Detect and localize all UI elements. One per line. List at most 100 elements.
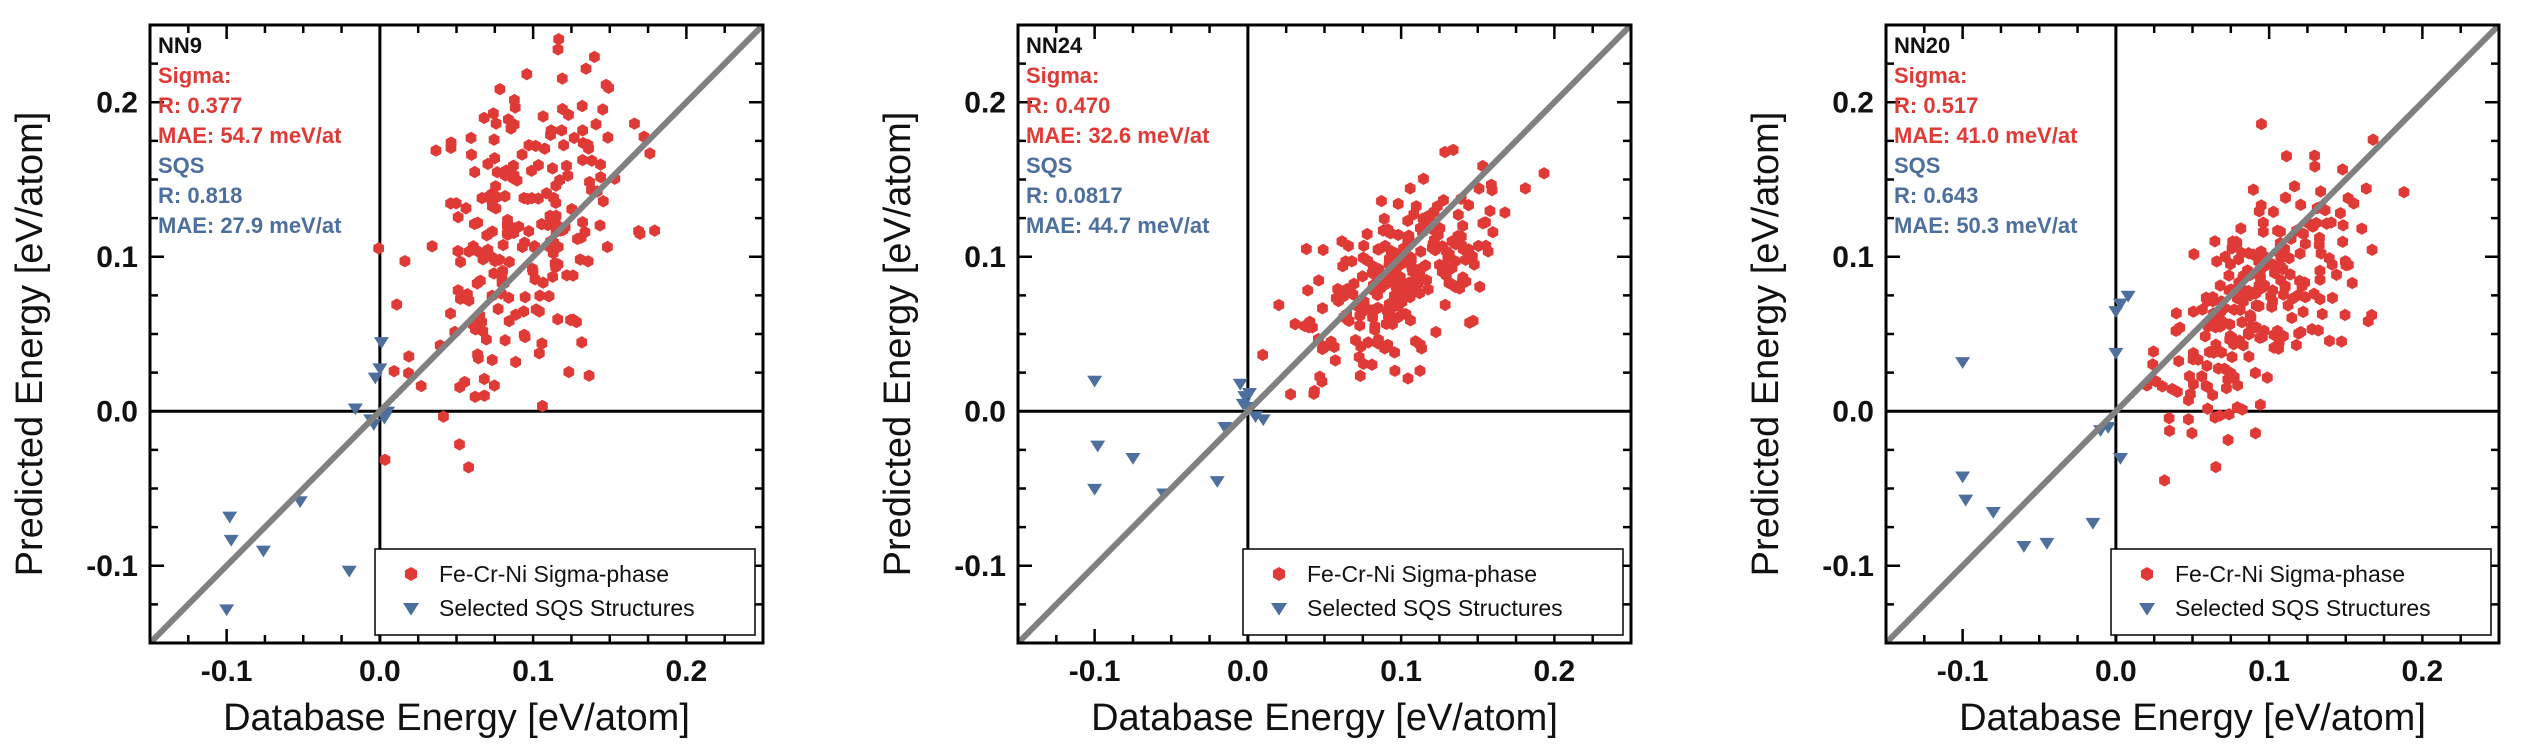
sigma-phase-point	[2297, 305, 2309, 319]
sqs-structure-point	[2016, 541, 2032, 553]
sigma-phase-point	[2336, 335, 2347, 348]
sqs-structure-point	[223, 534, 239, 547]
sigma-phase-point	[2300, 237, 2311, 250]
sigma-phase-point	[2295, 325, 2307, 339]
sigma-phase-point	[2186, 426, 2198, 440]
y-tick-label: -0.1	[86, 550, 138, 583]
sigma-phase-point	[2211, 255, 2223, 268]
sigma-phase-point	[547, 162, 558, 175]
sqs-structure-point	[341, 565, 357, 578]
legend: Fe-Cr-Ni Sigma-phase Selected SQS Structu…	[2110, 548, 2492, 636]
sigma-phase-point	[1257, 348, 1269, 362]
sigma-phase-point	[2360, 182, 2372, 195]
sigma-phase-point	[2337, 219, 2349, 232]
sigma-phase-point	[2201, 359, 2213, 373]
legend-box	[2110, 548, 2492, 636]
sigma-phase-point	[2356, 222, 2368, 235]
y-axis-title: Predicted Energy [eV/atom]	[877, 112, 919, 577]
sigma-phase-point	[2314, 264, 2326, 278]
sigma-phase-point	[2235, 222, 2247, 235]
sigma-phase-point	[1452, 229, 1464, 243]
stats-annotation: Sigma:	[1026, 63, 1099, 88]
sqs-structure-point	[367, 372, 383, 385]
sigma-phase-point	[508, 159, 519, 172]
sqs-structure-point	[255, 545, 271, 558]
sigma-phase-point	[2226, 350, 2238, 364]
sigma-phase-point	[2185, 387, 2196, 401]
sigma-phase-point	[463, 294, 475, 307]
sigma-phase-point	[2314, 273, 2326, 286]
sigma-phase-point	[480, 333, 492, 346]
sigma-phase-point	[2223, 408, 2235, 421]
sqs-structure-point	[373, 337, 389, 349]
sigma-phase-point	[1427, 237, 1439, 251]
x-tick-label: 0.2	[1534, 655, 1576, 688]
sigma-phase-point	[1434, 222, 1446, 235]
sqs-structure-point	[2085, 517, 2101, 530]
sigma-phase-point	[1482, 245, 1494, 258]
sigma-phase-point	[482, 247, 494, 260]
sigma-phase-point	[1285, 388, 1296, 401]
sigma-phase-point	[2210, 460, 2222, 474]
sqs-structure-point	[1958, 494, 1974, 507]
sigma-phase-point	[2188, 377, 2199, 391]
sigma-phase-point	[463, 461, 474, 474]
sigma-phase-point	[1487, 226, 1499, 239]
legend-marker-sigma	[1272, 567, 1286, 581]
sigma-phase-point	[430, 144, 442, 157]
sigma-phase-point	[533, 347, 545, 360]
sigma-phase-point	[2296, 279, 2308, 293]
panel-label: NN20	[1894, 33, 1950, 58]
sigma-phase-point	[1424, 210, 1436, 223]
sqs-structure-point	[1087, 375, 1103, 388]
sigma-phase-point	[583, 369, 595, 382]
sigma-phase-point	[1329, 354, 1341, 367]
sigma-phase-point	[2348, 197, 2360, 210]
chart-panel-1: -0.1 0.0 0.1 0.2 -0.1 0.0 0.1 0.2 Database Energ…	[9, 23, 765, 739]
legend-marker-sigma	[404, 567, 418, 581]
sigma-phase-point	[2267, 294, 2278, 308]
sigma-phase-point	[2223, 269, 2235, 282]
sigma-phase-point	[2279, 281, 2291, 294]
sigma-phase-point	[586, 154, 598, 167]
sigma-phase-point	[474, 274, 486, 287]
sigma-phase-point	[469, 390, 481, 404]
sigma-phase-point	[561, 269, 573, 282]
sigma-phase-point	[2187, 353, 2199, 366]
sigma-phase-point	[379, 453, 391, 466]
legend-marker-sigma	[2140, 567, 2154, 581]
y-tick-label: 0.2	[1832, 86, 1874, 119]
sigma-phase-point	[649, 224, 660, 237]
sigma-phase-point	[1273, 298, 1285, 312]
sigma-phase-point	[490, 117, 502, 130]
stats-annotation: MAE: 54.7 meV/at	[158, 123, 342, 148]
sigma-phase-point	[2315, 247, 2327, 260]
sigma-phase-point	[503, 314, 515, 328]
sigma-phase-point	[1473, 239, 1484, 253]
sigma-phase-point	[579, 225, 591, 239]
legend-box	[374, 548, 756, 636]
sigma-phase-point	[1538, 167, 1550, 180]
stats-annotation: R: 0.517	[1894, 93, 1978, 118]
sigma-phase-point	[582, 255, 594, 268]
sigma-phase-point	[590, 118, 602, 131]
sigma-phase-point	[1357, 270, 1368, 283]
parity-diagonal-line	[1886, 25, 2499, 643]
sigma-phase-point	[2327, 291, 2338, 305]
sigma-phase-point	[1415, 245, 1427, 258]
sigma-phase-point	[1316, 375, 1328, 388]
sigma-phase-point	[1372, 288, 1383, 302]
sigma-phase-point	[536, 337, 548, 350]
sqs-structure-point	[372, 363, 388, 376]
sigma-phase-point	[2291, 338, 2302, 352]
sigma-phase-point	[482, 157, 494, 171]
sigma-phase-point	[1370, 302, 1382, 316]
sigma-phase-point	[2231, 401, 2243, 414]
sigma-phase-point	[2214, 279, 2226, 292]
sigma-phase-point	[2325, 216, 2337, 229]
sigma-phase-point	[479, 389, 490, 402]
sigma-phase-point	[1354, 319, 1366, 332]
sigma-phase-point	[463, 245, 475, 258]
sigma-phase-point	[2286, 311, 2298, 325]
